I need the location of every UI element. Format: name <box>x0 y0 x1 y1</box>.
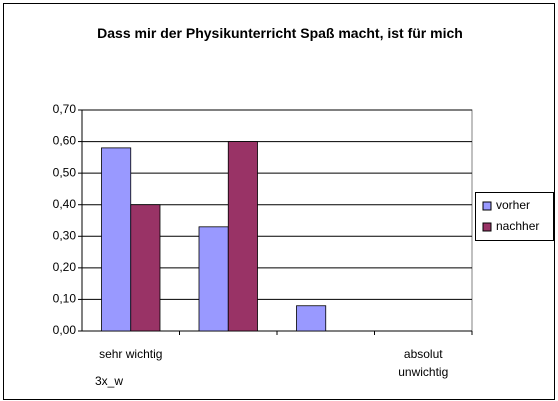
legend-label: vorher <box>496 198 530 212</box>
y-tick-label: 0,10 <box>53 292 77 306</box>
legend-label: nachher <box>496 219 539 233</box>
x-tick-label: sehr wichtig <box>99 347 163 361</box>
legend-swatch <box>482 222 492 232</box>
y-tick-label: 0,40 <box>53 197 77 211</box>
legend-box <box>475 192 554 241</box>
bar <box>227 141 258 332</box>
y-tick-label: 0,60 <box>53 134 77 148</box>
bar <box>130 204 161 332</box>
y-tick-label: 0,70 <box>53 102 77 116</box>
y-tick-label: 0,00 <box>53 323 77 337</box>
y-tick-label: 0,20 <box>53 260 77 274</box>
y-tick-label: 0,30 <box>53 228 77 242</box>
bar <box>101 147 132 332</box>
bar <box>198 226 229 332</box>
legend-swatch <box>482 201 492 211</box>
y-tick-label: 0,50 <box>53 165 77 179</box>
chart-title: Dass mir der Physikunterricht Spaß macht… <box>97 25 463 41</box>
annotation: 3x_w <box>95 374 123 388</box>
bar <box>296 305 327 332</box>
x-tick-label: absolut unwichtig <box>398 347 449 379</box>
